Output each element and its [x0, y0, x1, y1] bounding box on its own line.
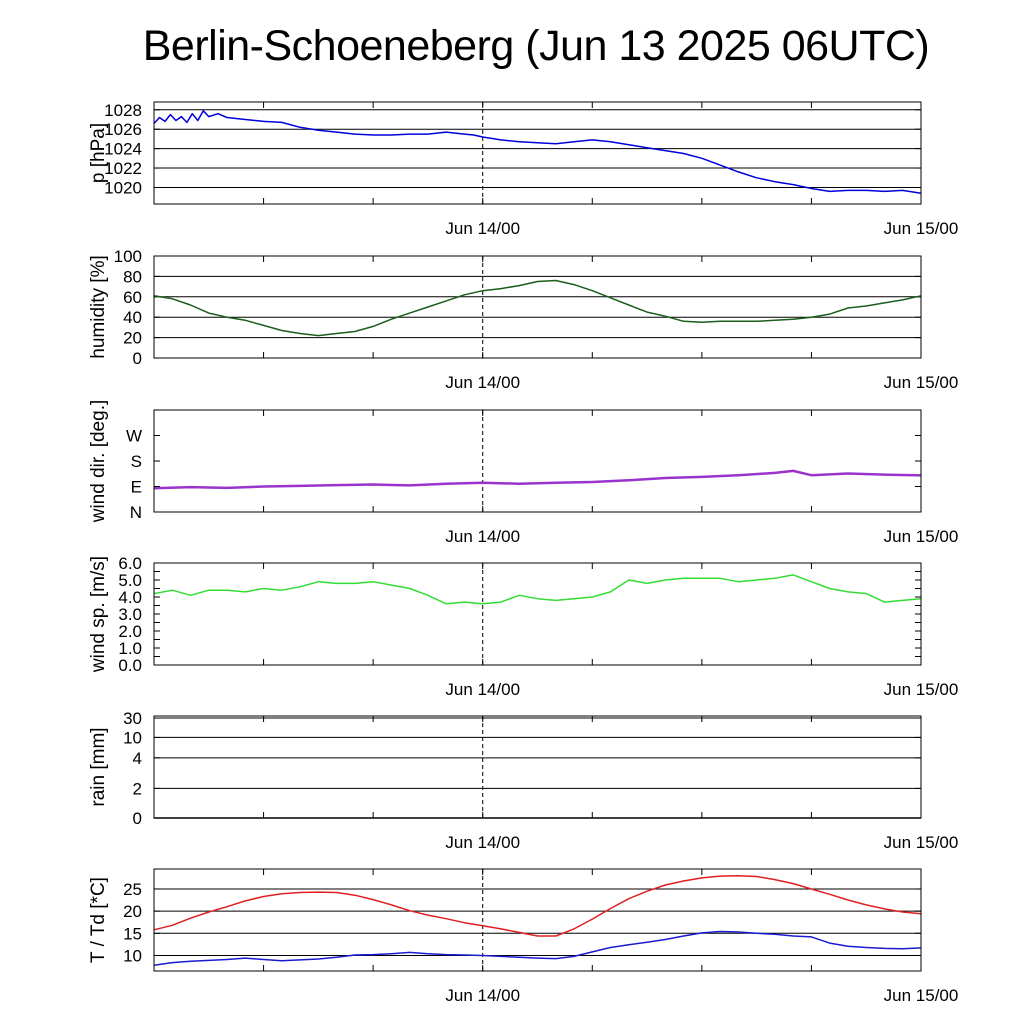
y-tick-label: 1028: [104, 101, 142, 120]
y-tick-label: N: [130, 503, 142, 522]
y-tick-label: 5.0: [118, 571, 142, 590]
plot-frame: [153, 868, 922, 972]
plot-frame: [153, 715, 922, 819]
y-tick-label: 2: [133, 779, 142, 798]
x-tick-label: Jun 15/00: [884, 219, 959, 238]
y-axis-label: T / Td [*C]: [88, 877, 109, 963]
y-tick-label: 40: [123, 308, 142, 327]
x-tick-label: Jun 14/00: [445, 219, 520, 238]
y-tick-label: 60: [123, 288, 142, 307]
y-tick-label: W: [126, 427, 142, 446]
series-line-wind_speed-0: [153, 574, 922, 605]
series-line-pressure-0: [153, 109, 922, 195]
panel-wind_speed: 0.01.02.03.04.05.06.0 wind sp. [m/s] Jun 1…: [88, 554, 958, 699]
y-tick-label: 4: [133, 749, 142, 768]
y-tick-label: 1020: [104, 178, 142, 197]
y-tick-label: 80: [123, 267, 142, 286]
x-tick-label: Jun 14/00: [445, 986, 520, 1005]
y-tick-label: 1022: [104, 159, 142, 178]
y-axis-label: humidity [%]: [88, 255, 109, 358]
series-line-temperature-1: [153, 930, 922, 966]
x-tick-label: Jun 15/00: [884, 527, 959, 546]
x-tick-label: Jun 15/00: [884, 373, 959, 392]
x-tick-label: Jun 14/00: [445, 833, 520, 852]
y-tick-label: 3.0: [118, 605, 142, 624]
series-line-wind_direction-0: [153, 469, 922, 490]
series-line-humidity-0: [153, 279, 922, 337]
plot-frame: [153, 255, 922, 359]
y-tick-label: 1.0: [118, 639, 142, 658]
x-tick-label: Jun 15/00: [884, 680, 959, 699]
y-axis-label: rain [mm]: [88, 727, 109, 806]
y-tick-label: 15: [123, 924, 142, 943]
x-tick-label: Jun 14/00: [445, 680, 520, 699]
y-tick-label: E: [131, 478, 142, 497]
y-tick-label: 10: [123, 946, 142, 965]
y-tick-label: 20: [123, 902, 142, 921]
y-tick-label: 10: [123, 728, 142, 747]
y-tick-label: 30: [123, 709, 142, 728]
y-tick-label: 1024: [104, 140, 142, 159]
series-line-temperature-0: [153, 874, 922, 937]
x-tick-label: Jun 14/00: [445, 527, 520, 546]
panel-temperature: 10 15 20 25 T / Td [*C] Jun 14/00 Jun 15/00: [88, 868, 959, 1005]
plot-frame: [153, 101, 922, 205]
y-tick-label: 20: [123, 329, 142, 348]
plot-frame: [153, 409, 922, 513]
y-tick-label: 4.0: [118, 588, 142, 607]
x-tick-label: Jun 15/00: [884, 833, 959, 852]
y-tick-label: 100: [114, 247, 142, 266]
x-tick-label: Jun 14/00: [445, 373, 520, 392]
y-tick-label: S: [131, 452, 142, 471]
y-tick-label: 0: [133, 809, 142, 828]
y-tick-label: 25: [123, 880, 142, 899]
y-axis-label: p [hPa]: [88, 123, 109, 183]
x-tick-label: Jun 15/00: [884, 986, 959, 1005]
y-tick-label: 2.0: [118, 622, 142, 641]
page-title: Berlin-Schoeneberg (Jun 13 2025 06UTC): [142, 22, 930, 70]
y-tick-label: 0.0: [118, 656, 142, 675]
y-axis-label: wind sp. [m/s]: [88, 556, 109, 673]
y-tick-label: 0: [133, 349, 142, 368]
y-tick-label: 6.0: [118, 554, 142, 573]
y-axis-label: wind dir. [deg.]: [88, 400, 109, 524]
y-tick-label: 1026: [104, 120, 142, 139]
plot-frame: [153, 562, 922, 666]
